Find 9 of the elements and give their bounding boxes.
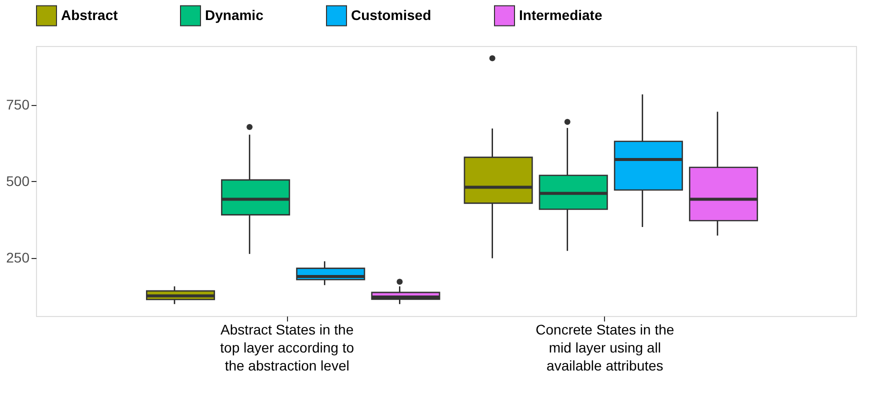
y-tick-label: 750 xyxy=(6,96,30,113)
x-tick-label: Abstract States in the top layer according to the abstraction level xyxy=(220,322,354,374)
legend-label: Dynamic xyxy=(205,6,264,23)
legend-label: Abstract xyxy=(61,6,118,23)
legend-label: Intermediate xyxy=(519,6,602,23)
y-tick-label: 500 xyxy=(6,172,30,189)
y-tick-label: 250 xyxy=(6,249,30,266)
x-tick-label: Concrete States in the mid layer using all available attributes xyxy=(536,322,674,374)
legend-label: Customised xyxy=(351,6,432,23)
